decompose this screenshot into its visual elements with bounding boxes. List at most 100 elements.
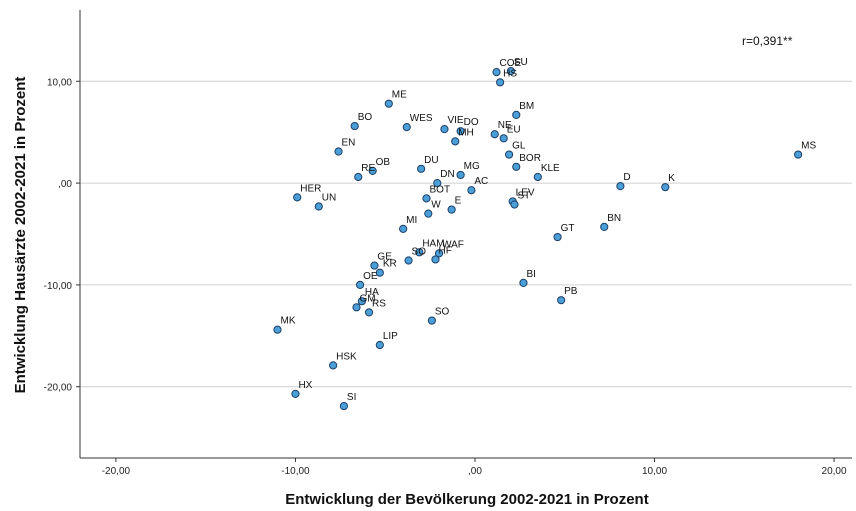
- point-label-24: D: [623, 172, 630, 183]
- point-label-50: HSK: [336, 351, 357, 362]
- point-label-38: SO: [412, 246, 427, 257]
- data-point-6: [402, 122, 411, 132]
- point-label-51: HX: [298, 380, 312, 391]
- data-point-16: [456, 170, 465, 180]
- data-point-3: [512, 110, 521, 119]
- data-point-37: [370, 261, 379, 270]
- y-tick-label-3: -20,00: [44, 383, 73, 394]
- data-point-30: [424, 209, 433, 218]
- point-label-23: BOT: [430, 184, 451, 195]
- data-point-46: [364, 308, 374, 317]
- point-label-48: MK: [280, 316, 295, 327]
- point-label-2: HS: [503, 68, 517, 79]
- point-label-20: KLE: [541, 163, 560, 174]
- x-tick-label-4: 20,00: [822, 466, 847, 477]
- data-point-18: [433, 178, 442, 188]
- data-point-40: [375, 268, 384, 277]
- point-label-22: AC: [474, 176, 488, 187]
- point-label-28: LEV: [516, 187, 535, 198]
- data-point-49: [375, 340, 384, 350]
- data-point-47: [427, 316, 436, 325]
- point-label-4: ME: [392, 90, 407, 101]
- data-point-7: [440, 125, 449, 134]
- data-point-45: [557, 296, 566, 305]
- data-point-10: [456, 127, 465, 136]
- data-point-44: [352, 303, 361, 312]
- data-point-14: [794, 150, 803, 159]
- point-label-47: SO: [435, 307, 450, 318]
- data-point-22: [467, 186, 476, 195]
- point-label-35: HAM: [422, 238, 444, 249]
- point-label-13: MH: [458, 127, 474, 138]
- point-label-29: E: [455, 196, 462, 207]
- point-label-52: SI: [347, 392, 356, 403]
- point-label-11: EN: [342, 138, 356, 149]
- data-point-32: [399, 224, 408, 234]
- point-label-44: GM: [359, 293, 375, 304]
- data-point-26: [293, 193, 302, 202]
- data-point-50: [329, 361, 338, 370]
- data-point-34: [600, 222, 609, 231]
- data-point-23: [422, 194, 431, 203]
- grid-lines: [80, 80, 852, 388]
- y-tick-label-1: ,00: [58, 179, 72, 190]
- data-point-31: [510, 200, 519, 209]
- point-label-3: BM: [519, 101, 534, 112]
- point-label-39: HF: [438, 245, 451, 256]
- data-point-39: [431, 255, 440, 264]
- point-label-32: MI: [406, 215, 417, 226]
- point-label-36: WAF: [442, 239, 464, 250]
- data-point-12: [504, 150, 514, 159]
- data-point-1: [506, 66, 515, 76]
- point-label-6: WES: [410, 113, 433, 124]
- data-point-8: [490, 130, 499, 139]
- data-point-21: [354, 172, 363, 182]
- point-label-34: BN: [607, 213, 621, 224]
- point-label-45: PB: [564, 286, 578, 297]
- data-point-24: [616, 182, 625, 191]
- data-point-25: [661, 183, 670, 192]
- point-label-33: GT: [561, 223, 575, 234]
- point-label-7: VIE: [447, 115, 463, 126]
- data-point-36: [434, 249, 444, 258]
- data-point-33: [553, 232, 562, 242]
- correlation-annotation: r=0,391**: [742, 34, 793, 48]
- point-label-19: BOR: [519, 153, 541, 164]
- data-point-19: [512, 162, 521, 171]
- data-point-27: [314, 202, 323, 211]
- point-label-14: MS: [801, 141, 816, 152]
- data-point-42: [355, 280, 365, 290]
- point-label-8: NE: [498, 120, 512, 131]
- y-axis-title: Entwicklung Hausärzte 2002-2021 in Proze…: [12, 77, 29, 394]
- point-label-41: BI: [526, 269, 535, 280]
- point-label-15: OB: [376, 157, 391, 168]
- point-label-12: GL: [512, 141, 526, 152]
- data-point-5: [350, 121, 359, 131]
- data-point-52: [339, 401, 349, 411]
- point-label-0: COE: [500, 58, 522, 69]
- axes: [79, 10, 852, 459]
- data-point-17: [417, 164, 426, 173]
- point-label-43: HA: [365, 287, 379, 298]
- x-tick-label-3: 10,00: [642, 466, 667, 477]
- y-tick-label-0: 10,00: [47, 77, 72, 88]
- x-tick-label-1: -10,00: [281, 466, 310, 477]
- point-label-30: W: [431, 200, 441, 211]
- data-point-51: [291, 389, 300, 398]
- data-point-48: [273, 325, 282, 334]
- data-point-4: [384, 99, 393, 108]
- x-tick-label-0: -20,00: [102, 466, 131, 477]
- point-label-1: SU: [514, 57, 528, 68]
- data-point-43: [357, 297, 366, 306]
- data-point-38: [404, 256, 413, 265]
- data-point-11: [334, 147, 343, 156]
- x-axis-title: Entwicklung der Bevölkerung 2002-2021 in…: [285, 491, 648, 508]
- data-point-13: [451, 137, 460, 146]
- point-label-21: RE: [361, 163, 375, 174]
- point-label-42: OE: [363, 271, 378, 282]
- data-point-0: [492, 68, 501, 77]
- data-point-2: [496, 78, 505, 87]
- point-label-9: EU: [507, 124, 521, 135]
- point-label-5: BO: [358, 112, 373, 123]
- point-label-49: LIP: [383, 331, 398, 342]
